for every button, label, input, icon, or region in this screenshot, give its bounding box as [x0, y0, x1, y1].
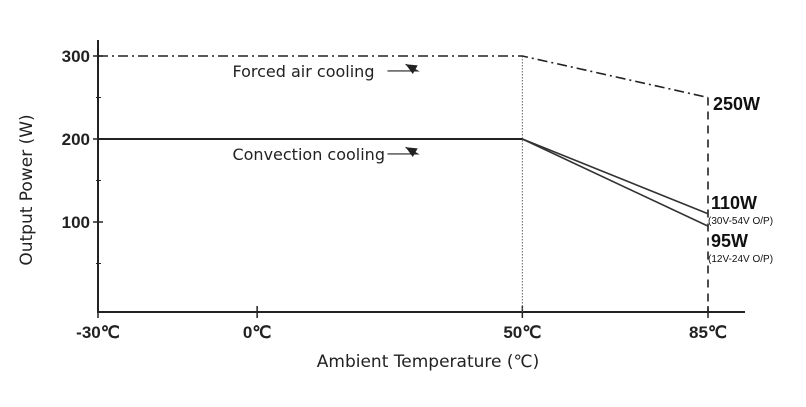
annotation-convection-text: Convection cooling — [232, 145, 385, 164]
series-convection-30v-54v — [522, 138, 709, 215]
y-tick-label: 100 — [62, 213, 90, 232]
y-tick-group: 100 200 300 — [62, 47, 103, 264]
x-tick-label: 0℃ — [243, 323, 272, 342]
end-label-95w: 95W — [711, 231, 748, 251]
annotation-convection: Convection cooling — [232, 145, 420, 164]
end-label-110w: 110W — [711, 193, 757, 213]
end-note-12v-24v: (12V-24V O/P) — [708, 254, 773, 265]
annotation-forced-air-text: Forced air cooling — [232, 62, 374, 81]
annotation-convection-arrowhead — [405, 147, 418, 158]
x-tick-label: -30℃ — [76, 323, 120, 342]
y-axis-title: Output Power (W) — [17, 114, 37, 265]
end-note-30v-54v: (30V-54V O/P) — [708, 216, 773, 227]
x-tick-label: 85℃ — [689, 323, 727, 342]
series-convection-12v-24v — [522, 138, 709, 227]
x-tick-label: 50℃ — [503, 323, 541, 342]
annotation-forced-air-arrowhead — [405, 64, 418, 75]
end-label-250w: 250W — [713, 94, 760, 114]
annotation-forced-air: Forced air cooling — [232, 62, 420, 81]
y-tick-label: 300 — [62, 47, 90, 66]
x-axis-title: Ambient Temperature (℃) — [317, 352, 539, 372]
series-forced-air-cooling — [98, 55, 709, 99]
y-tick-label: 200 — [62, 130, 90, 149]
